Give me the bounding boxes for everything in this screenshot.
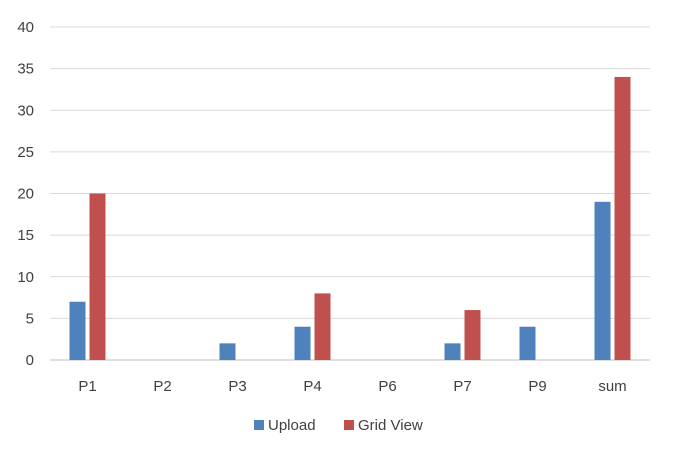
- x-tick-label: P4: [303, 378, 321, 395]
- x-axis-ticks: P1 P2 P3 P4 P6 P7 P9 sum: [78, 378, 626, 395]
- y-tick-label: 25: [17, 144, 34, 161]
- legend-swatch-upload: [254, 420, 264, 430]
- bar-grid-view-p4: [314, 293, 331, 360]
- bars: [69, 76, 631, 360]
- bar-upload-p7: [444, 343, 461, 360]
- bar-upload-p3: [219, 343, 236, 360]
- legend: Upload Grid View: [254, 417, 423, 434]
- x-tick-label: P9: [528, 378, 546, 395]
- x-tick-label: P2: [153, 378, 171, 395]
- legend-label-grid-view: Grid View: [358, 417, 423, 434]
- bar-upload-sum: [594, 201, 611, 360]
- y-tick-label: 5: [26, 310, 34, 327]
- bar-upload-p4: [294, 326, 311, 360]
- bar-grid-view-p1: [89, 193, 106, 360]
- y-axis-ticks: 0 5 10 15 20 25 30 35 40: [17, 19, 34, 369]
- legend-label-upload: Upload: [268, 417, 316, 434]
- bar-upload-p1: [69, 301, 86, 360]
- legend-swatch-grid-view: [344, 420, 354, 430]
- x-tick-label: P3: [228, 378, 246, 395]
- bar-upload-p9: [519, 326, 536, 360]
- x-tick-label: P6: [378, 378, 396, 395]
- y-tick-label: 40: [17, 19, 34, 36]
- y-tick-label: 15: [17, 227, 34, 244]
- y-tick-label: 10: [17, 269, 34, 286]
- y-tick-label: 35: [17, 61, 34, 78]
- bar-grid-view-p7: [464, 310, 481, 360]
- bar-grid-view-sum: [614, 76, 631, 360]
- y-tick-label: 20: [17, 186, 34, 203]
- gridlines: [50, 26, 650, 361]
- x-tick-label: P1: [78, 378, 96, 395]
- y-tick-label: 30: [17, 102, 34, 119]
- x-tick-label: sum: [598, 378, 626, 395]
- x-tick-label: P7: [453, 378, 471, 395]
- y-tick-label: 0: [26, 352, 34, 369]
